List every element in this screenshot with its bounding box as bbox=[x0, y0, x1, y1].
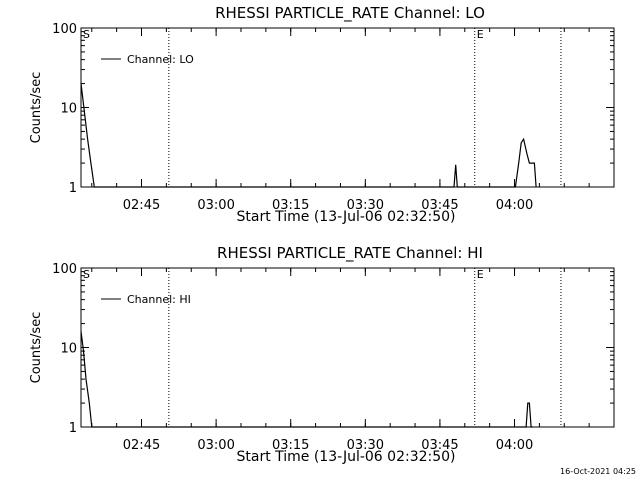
x-tick-label: 03:15 bbox=[272, 438, 309, 453]
generation-timestamp: 16-Oct-2021 04:25 bbox=[560, 467, 636, 476]
x-tick-label: 03:45 bbox=[421, 438, 458, 453]
y-tick-label: 10 bbox=[60, 102, 77, 117]
time-marker-label: S bbox=[83, 28, 90, 41]
x-tick-label: 03:00 bbox=[197, 438, 234, 453]
series-line bbox=[80, 331, 533, 428]
y-tick-label: 1 bbox=[69, 421, 77, 436]
legend-label: Channel: HI bbox=[127, 293, 191, 306]
legend-label: Channel: LO bbox=[127, 53, 194, 66]
y-tick-label: 100 bbox=[52, 22, 77, 37]
y-axis-label: Counts/sec bbox=[29, 72, 44, 144]
x-tick-label: 03:00 bbox=[197, 198, 234, 213]
plot-frame bbox=[80, 267, 615, 428]
x-tick-label: 04:00 bbox=[496, 438, 533, 453]
chart-title: RHESSI PARTICLE_RATE Channel: LO bbox=[215, 4, 485, 23]
time-marker-label: E bbox=[477, 28, 484, 41]
x-tick-label: 03:45 bbox=[421, 198, 458, 213]
chart-hi: RHESSI PARTICLE_RATE Channel: HI Start Ti… bbox=[29, 244, 615, 465]
y-tick-label: 1 bbox=[69, 181, 77, 196]
y-tick-label: 10 bbox=[60, 342, 77, 357]
chart-lo: RHESSI PARTICLE_RATE Channel: LO Start Ti… bbox=[29, 4, 615, 225]
x-tick-label: 03:15 bbox=[272, 198, 309, 213]
chart-title: RHESSI PARTICLE_RATE Channel: HI bbox=[217, 244, 483, 263]
time-marker-label: E bbox=[477, 268, 484, 281]
x-tick-label: 03:30 bbox=[347, 438, 384, 453]
series-line bbox=[80, 83, 537, 188]
x-tick-label: 02:45 bbox=[123, 198, 160, 213]
x-axis-label: Start Time (13-Jul-06 02:32:50) bbox=[236, 449, 455, 465]
x-tick-label: 03:30 bbox=[347, 198, 384, 213]
x-tick-label: 04:00 bbox=[496, 198, 533, 213]
y-tick-label: 100 bbox=[52, 262, 77, 277]
time-marker-label: S bbox=[83, 268, 90, 281]
y-axis-label: Counts/sec bbox=[29, 312, 44, 384]
x-axis-label: Start Time (13-Jul-06 02:32:50) bbox=[236, 209, 455, 225]
x-tick-label: 02:45 bbox=[123, 438, 160, 453]
